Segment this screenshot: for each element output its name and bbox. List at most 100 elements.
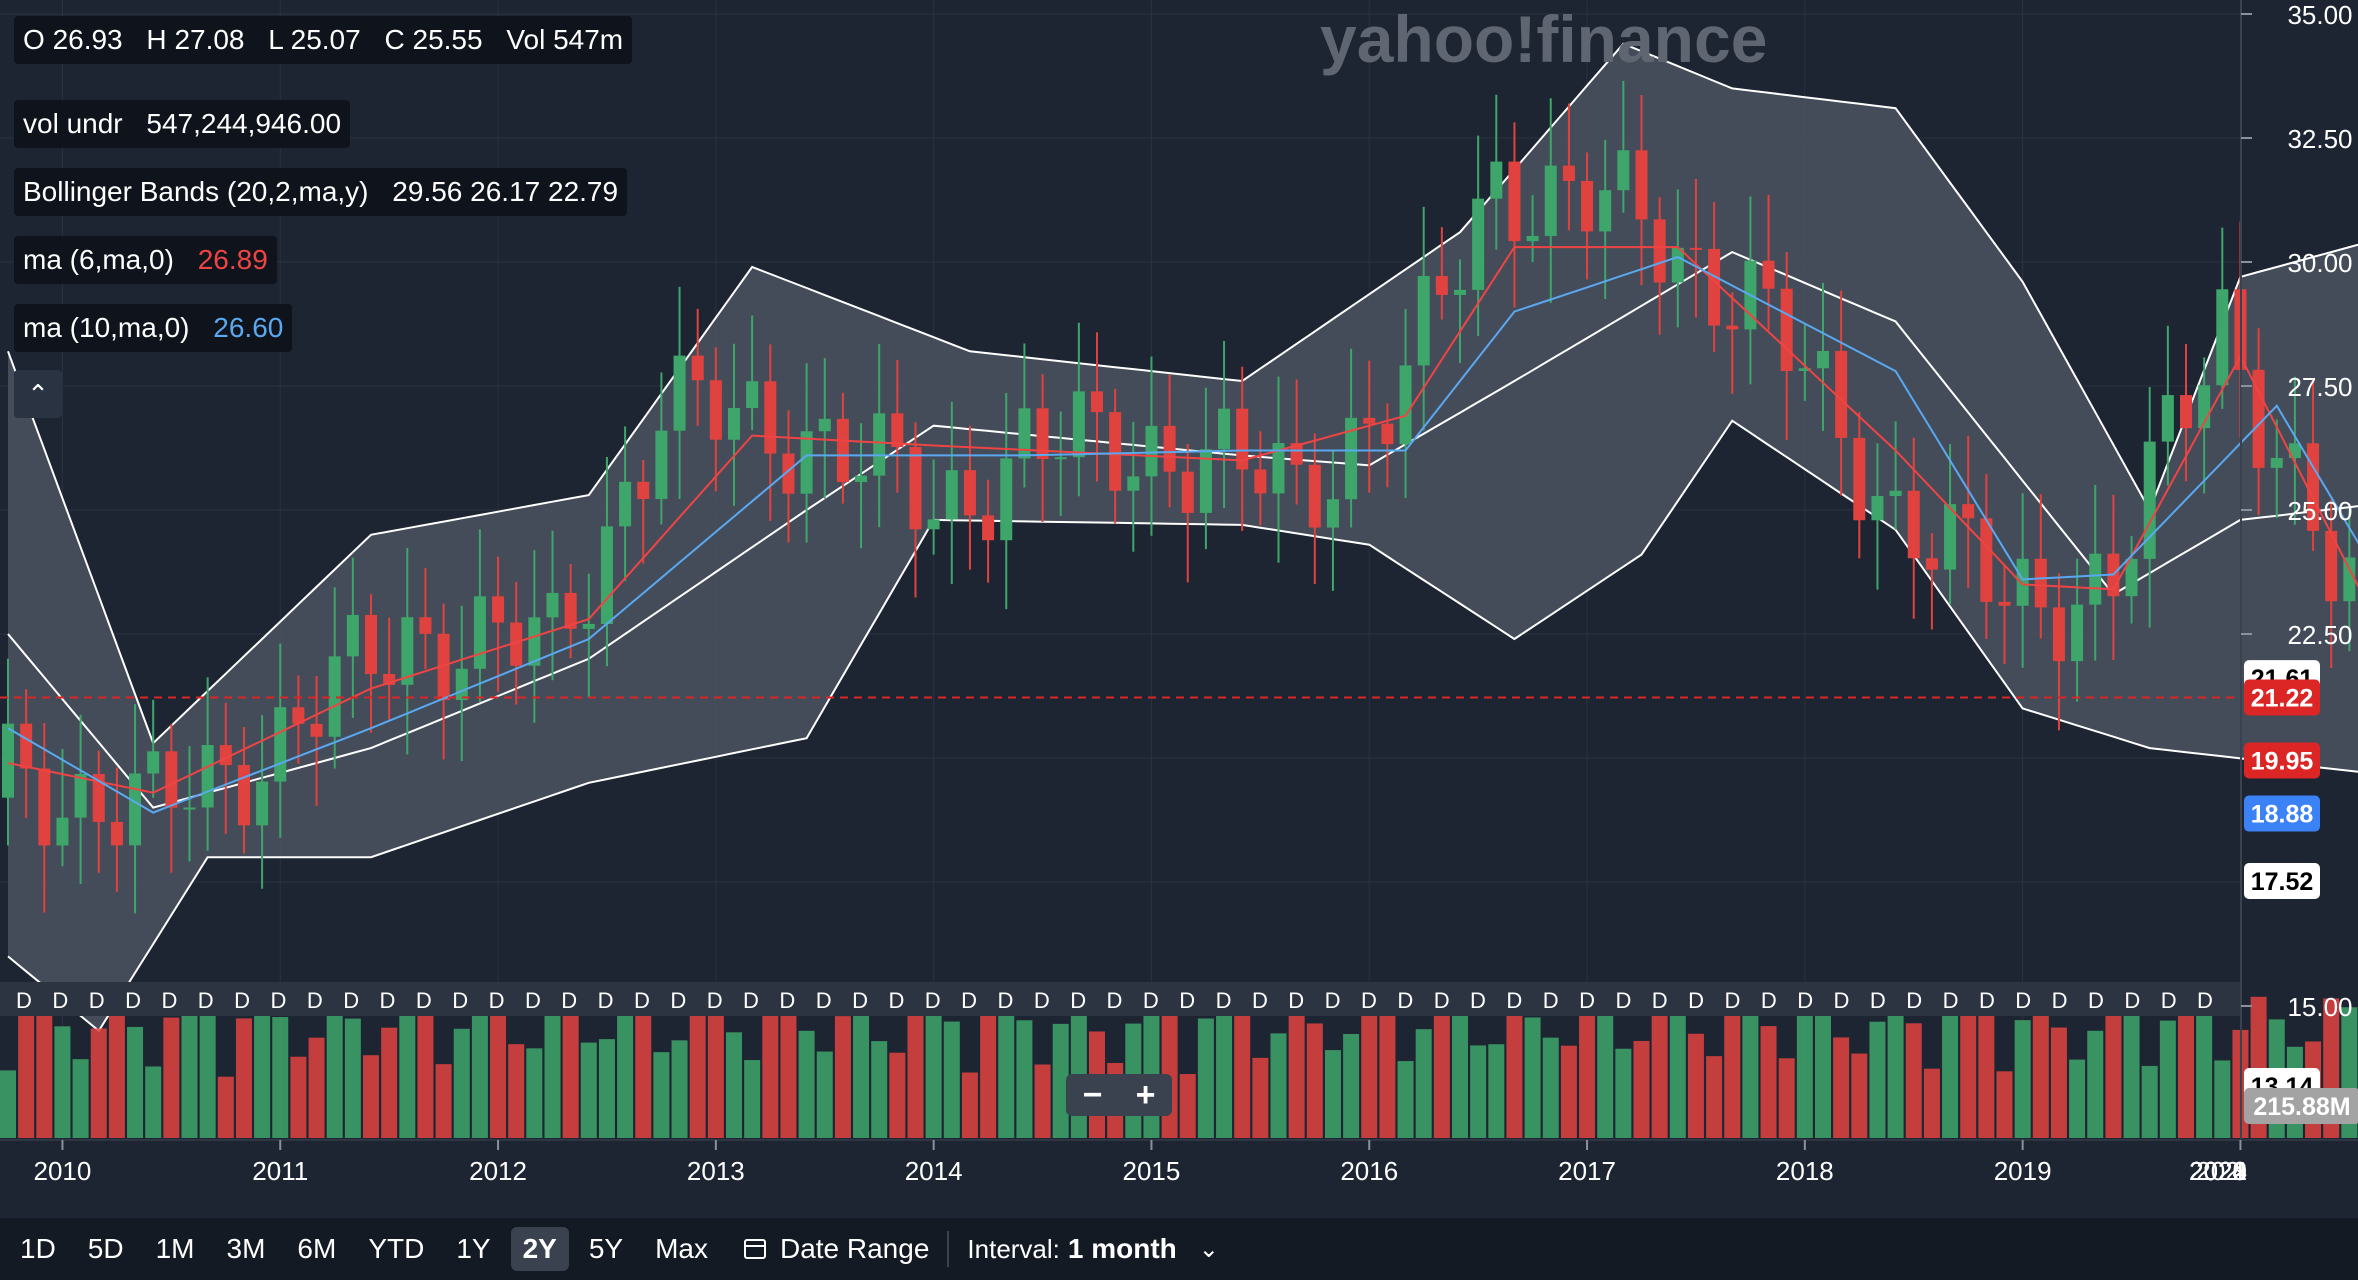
bollinger-bands (7, 42, 2358, 1033)
x-axis-tick-label: 2010 (34, 1156, 92, 1186)
vol-undr-legend[interactable]: vol undr 547,244,946.00 (14, 100, 351, 148)
range-1y[interactable]: 1Y (456, 1233, 491, 1264)
candle-body (1308, 464, 1321, 528)
dividend-marker: D (1179, 988, 1195, 1013)
range-1d[interactable]: 1D (20, 1233, 56, 1264)
low-label: L (268, 24, 283, 55)
volume-bar (181, 1005, 198, 1138)
dividend-marker: D (1579, 988, 1595, 1013)
volume-bar (1252, 1057, 1269, 1138)
candle-body (1508, 161, 1521, 242)
range-max[interactable]: Max (655, 1233, 708, 1264)
zoom-out-button[interactable]: − (1082, 1076, 1103, 1114)
dividend-marker: D (1725, 988, 1741, 1013)
range-3m[interactable]: 3M (226, 1233, 266, 1264)
candle-body (746, 381, 759, 409)
volume-bar (1887, 996, 1904, 1138)
dividend-marker: D (2161, 988, 2177, 1013)
range-2y[interactable]: 2Y (510, 1227, 569, 1271)
candle-body (1944, 504, 1957, 570)
bollinger-legend[interactable]: Bollinger Bands (20,2,ma,y) 29.56 26.17 … (14, 168, 628, 216)
volume-bar (1651, 1014, 1668, 1138)
volume-bar (871, 1041, 888, 1138)
range-toolbar: 1D 5D 1M 3M 6M YTD 1Y 2Y 5Y Max Date Ran… (0, 1218, 2358, 1280)
volume-bar (1978, 1015, 1995, 1138)
candle-body (328, 656, 341, 737)
candle-body (74, 773, 87, 818)
range-5y[interactable]: 5Y (588, 1233, 624, 1264)
y-axis: 35.00 32.50 30.00 27.50 25.00 22.50 15.00 (2241, 0, 2353, 1022)
volume-bar (1197, 1018, 1214, 1138)
range-ytd[interactable]: YTD (368, 1233, 425, 1264)
volume-bar (1905, 1023, 1922, 1138)
volume-bar (1869, 1021, 1886, 1138)
candle-body (1326, 499, 1339, 528)
chevron-down-icon: ⌄ (1198, 1235, 1219, 1263)
dividend-marker: D (1906, 988, 1922, 1013)
volume-bar (1506, 997, 1523, 1138)
dividend-marker: D (1361, 988, 1377, 1013)
volume-bar (235, 1018, 252, 1138)
x-axis-tick-label: 2012 (469, 1156, 527, 1186)
volume-bar (1034, 1064, 1051, 1138)
candle-body (1871, 495, 1884, 521)
candle-body (1127, 476, 1140, 491)
volume-bar (580, 1042, 597, 1138)
candle-body (1417, 276, 1430, 366)
price-badge-label: 19.95 (2251, 747, 2314, 775)
collapse-legend-button[interactable]: ⌃ (14, 370, 62, 418)
volume-bar (2032, 995, 2049, 1138)
candle-body (1581, 180, 1594, 232)
candle-body (2034, 558, 2047, 608)
volume-bar (90, 1028, 107, 1138)
dividend-strip-background (0, 982, 2240, 1016)
dividend-marker: D (888, 988, 904, 1013)
candle-body (1435, 276, 1448, 295)
volume-bar (853, 994, 870, 1138)
ma6-line (7, 246, 2358, 794)
ma6-legend[interactable]: ma (6,ma,0) 26.89 (14, 236, 277, 284)
candle-body (183, 807, 196, 810)
candle-body (1817, 350, 1829, 369)
candle-body (1218, 408, 1231, 450)
candle-body (1526, 235, 1539, 242)
zoom-in-button[interactable]: + (1135, 1076, 1156, 1114)
volume-bar (1343, 1034, 1360, 1138)
candle-body (1381, 423, 1394, 445)
candle-body (292, 707, 305, 724)
volume-bar (217, 1076, 234, 1138)
candle-body (2180, 395, 2192, 429)
dividend-marker: D (1652, 988, 1668, 1013)
volume-bar (435, 1064, 452, 1138)
x-axis-tick-label: 2013 (687, 1156, 745, 1186)
dividend-marker: D (1688, 988, 1704, 1013)
dividend-marker: D (1288, 988, 1304, 1013)
candle-body (1472, 198, 1485, 290)
dividend-marker: D (561, 988, 577, 1013)
dividend-marker: D (380, 988, 396, 1013)
candle-body (38, 768, 51, 846)
candlesticks (2, 80, 2356, 914)
candle-body (728, 408, 740, 440)
candle-body (655, 430, 668, 499)
open-value: 26.93 (52, 24, 123, 55)
range-6m[interactable]: 6M (297, 1233, 337, 1264)
x-axis-tick-label: 2019 (1994, 1156, 2052, 1186)
date-range-button[interactable]: Date Range (743, 1233, 929, 1265)
volume-bar (1851, 1053, 1868, 1138)
candle-body (1109, 412, 1122, 491)
interval-select[interactable]: Interval: 1 month ⌄ (967, 1233, 1219, 1265)
range-5d[interactable]: 5D (87, 1233, 124, 1264)
candle-body (1671, 247, 1684, 283)
volume-bar (780, 1008, 797, 1138)
volume-bar (925, 1001, 942, 1138)
ma10-legend[interactable]: ma (10,ma,0) 26.60 (14, 304, 293, 352)
candle-body (891, 413, 904, 448)
dividend-marker: D (1252, 988, 1268, 1013)
candle-body (492, 596, 505, 623)
candle-body (673, 355, 686, 431)
candle-body (1290, 443, 1303, 465)
range-1m[interactable]: 1M (155, 1233, 195, 1264)
